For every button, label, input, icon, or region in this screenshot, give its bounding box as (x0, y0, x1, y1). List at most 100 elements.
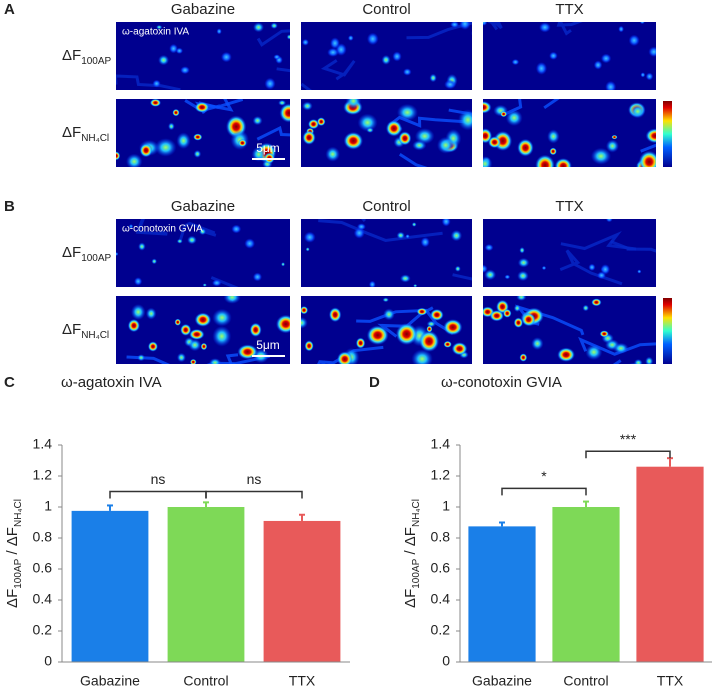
column-title: TTX (555, 1, 583, 18)
trace (256, 125, 290, 141)
puncta (327, 47, 339, 57)
puncta (416, 307, 428, 316)
colorbar (663, 298, 672, 364)
puncta (517, 257, 530, 268)
puncta (502, 308, 512, 318)
trace (398, 152, 428, 167)
puncta (366, 32, 379, 46)
puncta (637, 269, 642, 274)
puncta (139, 143, 153, 158)
trace (126, 354, 270, 364)
significance-label: * (541, 468, 547, 484)
puncta (193, 149, 202, 158)
puncta (200, 342, 208, 351)
puncta (216, 28, 222, 35)
y-tick-label: 1 (442, 498, 450, 514)
heatmap-image (483, 296, 656, 364)
colorbar (663, 101, 672, 167)
y-tick-label: 0.4 (431, 591, 451, 607)
y-axis-label-part: 100AP (13, 558, 24, 588)
puncta (303, 231, 316, 243)
puncta (286, 34, 290, 40)
puncta (600, 53, 612, 64)
toxin-label: ω-agatoxin IVA (122, 27, 189, 38)
puncta (302, 130, 316, 145)
puncta (238, 138, 247, 147)
puncta (411, 222, 417, 227)
trace (256, 29, 290, 47)
puncta (357, 113, 378, 132)
trace (501, 99, 560, 117)
puncta (531, 337, 544, 351)
puncta (648, 46, 656, 58)
puncta (366, 325, 389, 345)
heatmap-image (116, 296, 290, 364)
puncta (151, 258, 158, 265)
y-tick-label: 0.8 (431, 529, 451, 545)
y-tick-label: 1 (44, 498, 52, 514)
puncta (645, 356, 654, 364)
puncta (208, 358, 222, 364)
significance-label: ns (247, 471, 262, 487)
puncta (411, 349, 433, 364)
puncta (231, 224, 242, 234)
puncta (237, 344, 258, 360)
puncta (212, 308, 232, 327)
puncta (337, 351, 353, 364)
y-tick-label: 0 (44, 653, 52, 669)
puncta (458, 109, 472, 131)
bar (468, 526, 536, 662)
puncta (618, 25, 624, 33)
puncta (593, 60, 603, 70)
puncta (521, 312, 536, 327)
heatmap-image (483, 99, 656, 167)
puncta (343, 131, 364, 150)
panel-letter: C (4, 374, 15, 391)
y-tick-label: 0.4 (33, 591, 53, 607)
puncta (590, 147, 612, 165)
image-background (483, 22, 656, 90)
puncta (505, 109, 523, 127)
puncta (557, 347, 575, 362)
y-axis-label-part: ΔF (402, 589, 419, 608)
puncta (252, 272, 263, 282)
puncta (403, 68, 412, 76)
puncta (585, 344, 603, 361)
puncta (301, 38, 309, 46)
puncta (605, 219, 613, 223)
puncta (639, 22, 645, 24)
puncta (189, 358, 197, 364)
heatmap-image (301, 296, 472, 364)
puncta (180, 66, 190, 75)
puncta (188, 338, 202, 352)
puncta (212, 279, 222, 287)
puncta (193, 133, 203, 141)
puncta (176, 352, 186, 363)
puncta (513, 304, 521, 312)
puncta (541, 265, 547, 271)
puncta (392, 51, 402, 62)
y-axis-label-part: / ΔF (402, 527, 419, 559)
scale-bar-label: 5μm (256, 338, 280, 352)
image-background (301, 219, 472, 287)
puncta (202, 283, 207, 287)
column-title: TTX (555, 198, 583, 215)
y-axis-label: ΔF100AP / ΔFNH₄Cl (4, 499, 24, 608)
row-label-sub: 100AP (81, 56, 111, 67)
puncta (249, 322, 262, 337)
puncta (630, 104, 646, 119)
puncta (519, 247, 525, 254)
heatmap-image (301, 219, 472, 287)
puncta (279, 103, 290, 123)
puncta (152, 79, 161, 88)
puncta (443, 340, 452, 348)
image-background (116, 22, 290, 90)
significance-bracket (205, 490, 303, 499)
puncta (454, 265, 461, 272)
row-label-main: ΔF (62, 47, 81, 64)
y-tick-label: 0.6 (33, 560, 53, 576)
puncta (304, 340, 314, 352)
x-tick-label: Control (183, 673, 228, 689)
y-axis-label-part: / ΔF (4, 527, 21, 559)
row-label-sub: NH₄Cl (81, 133, 109, 144)
